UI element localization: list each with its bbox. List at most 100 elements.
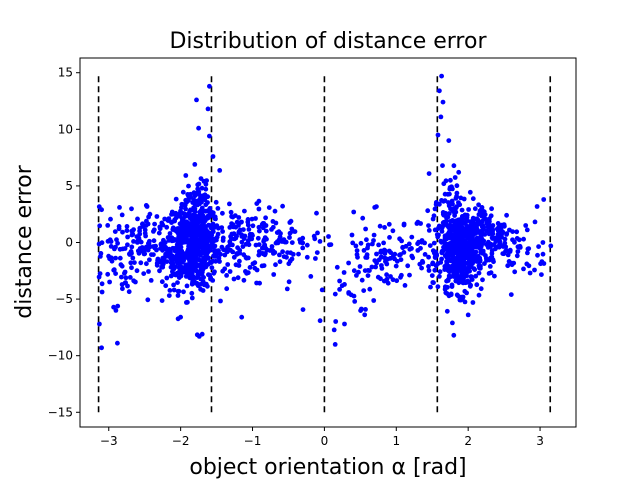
data-point [125,234,130,240]
data-point [300,245,306,251]
data-point [289,240,295,246]
data-point [463,226,469,232]
data-point [184,227,190,233]
data-point [180,189,186,195]
data-point [113,271,118,276]
data-point [487,223,493,229]
data-point [377,223,383,229]
data-point [525,250,530,256]
data-point [127,275,133,280]
data-point [470,235,475,241]
data-point [97,271,103,276]
data-point [472,206,478,212]
data-point [117,205,122,210]
data-point [108,216,113,222]
data-point [465,312,471,318]
data-point [208,275,214,281]
data-point [362,312,368,318]
data-point [363,307,368,312]
data-point [205,213,211,219]
data-point [445,259,450,264]
data-point [304,242,310,248]
data-point [446,273,452,279]
data-point [381,240,386,246]
data-point [261,237,267,243]
data-point [213,258,219,264]
data-point [432,267,438,273]
data-point [346,290,352,295]
data-point [361,288,367,293]
data-point [215,231,221,237]
data-point [426,228,432,233]
data-point [300,235,306,241]
data-point [515,249,521,254]
data-point [286,261,292,267]
data-point [119,274,124,280]
data-point [164,275,170,281]
data-point [454,270,460,276]
data-point [451,251,456,256]
data-point [393,263,399,269]
data-point [191,219,196,225]
data-point [378,248,384,254]
data-point [112,246,117,252]
data-point [356,269,361,275]
data-point [239,314,245,320]
data-point [532,219,538,225]
data-point [398,257,404,263]
data-point [458,239,464,245]
data-point [448,177,453,183]
data-point [433,200,439,205]
data-point [236,215,242,220]
data-point [367,268,372,273]
data-point [506,259,512,264]
data-point [201,226,207,232]
data-point [131,239,136,244]
data-point [113,255,118,261]
data-point [212,243,218,249]
data-point [191,255,197,261]
data-point [455,264,461,269]
data-point [463,220,468,226]
data-point [129,250,134,256]
data-point [382,251,388,256]
data-point [126,289,132,295]
data-point [247,265,253,270]
data-point [115,240,120,246]
data-point [532,267,537,273]
data-point [227,201,232,207]
data-point [115,303,121,309]
data-point [246,242,252,248]
data-point [178,208,183,214]
data-point [171,271,177,277]
data-point [521,266,526,272]
data-point [385,280,391,286]
data-point [195,220,200,226]
data-point [129,244,135,250]
data-point [192,244,198,250]
data-point [514,229,520,235]
data-point [478,212,484,217]
data-point [428,284,433,290]
data-point [180,259,185,265]
data-point [351,293,357,299]
data-point [197,249,203,255]
data-point [361,248,367,253]
data-point [106,253,111,259]
data-point [470,196,476,202]
data-point [476,292,482,298]
data-point [199,331,205,337]
data-point [280,203,285,209]
data-point [420,260,426,265]
data-point [456,253,462,259]
data-point [199,238,205,244]
data-point [179,266,185,272]
data-point [199,199,204,205]
data-point [314,210,319,216]
data-point [337,287,342,292]
data-point [184,300,189,305]
data-point [239,239,245,245]
data-point [351,209,357,215]
data-point [278,231,283,236]
data-point [97,223,103,229]
